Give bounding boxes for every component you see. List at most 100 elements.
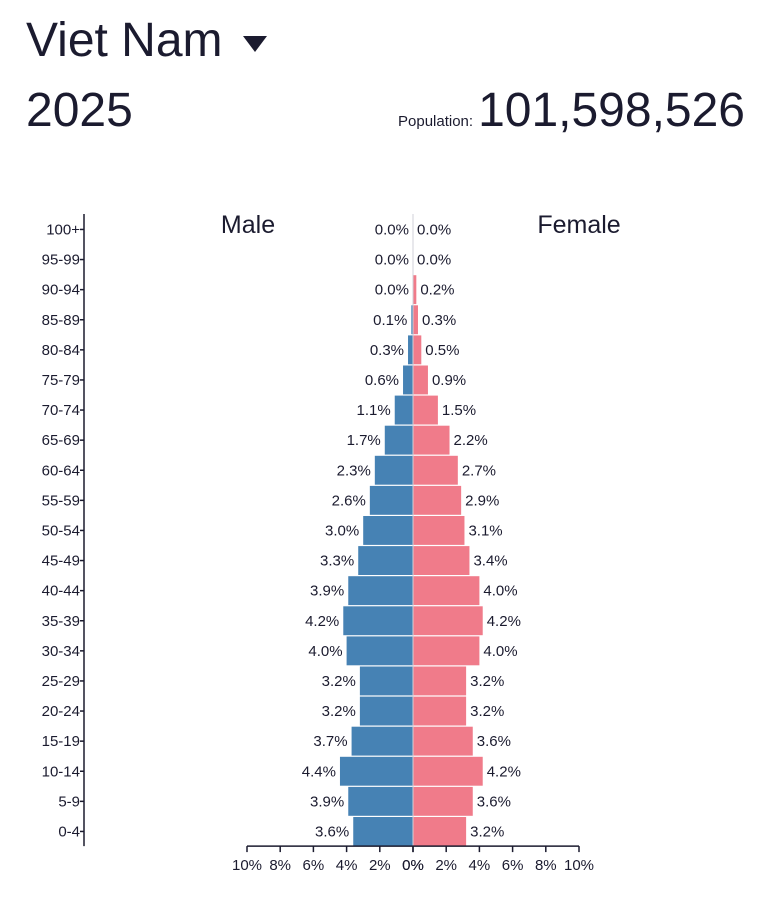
male-bar bbox=[394, 395, 413, 425]
age-group-label: 0-4 bbox=[58, 823, 80, 840]
male-value-label: 0.0% bbox=[375, 282, 409, 299]
male-bar bbox=[348, 576, 413, 606]
x-tick-label: 10% bbox=[564, 857, 594, 874]
x-tick-label: 6% bbox=[502, 857, 524, 874]
female-value-label: 3.1% bbox=[468, 522, 502, 539]
female-bar bbox=[413, 365, 428, 395]
population-display: Population: 101,598,526 bbox=[398, 82, 745, 140]
female-value-label: 3.6% bbox=[477, 733, 511, 750]
male-value-label: 3.7% bbox=[313, 733, 347, 750]
female-series-label: Female bbox=[537, 211, 620, 239]
female-value-label: 0.5% bbox=[425, 342, 459, 359]
male-bar bbox=[343, 606, 413, 636]
female-value-label: 3.4% bbox=[473, 553, 507, 570]
male-value-label: 3.9% bbox=[310, 793, 344, 810]
x-tick-label: 4% bbox=[469, 857, 491, 874]
age-group-label: 90-94 bbox=[42, 282, 80, 299]
female-value-label: 2.2% bbox=[454, 432, 488, 449]
male-bar bbox=[351, 726, 413, 756]
x-tick-label: 6% bbox=[303, 857, 325, 874]
male-bar bbox=[358, 546, 413, 575]
male-value-label: 0.1% bbox=[373, 312, 407, 329]
age-group-label: 25-29 bbox=[42, 673, 80, 690]
age-group-label: 65-69 bbox=[42, 432, 80, 449]
female-value-label: 3.2% bbox=[470, 823, 504, 840]
age-group-label: 80-84 bbox=[42, 342, 80, 359]
female-bar bbox=[413, 726, 473, 756]
male-value-label: 0.0% bbox=[375, 252, 409, 269]
male-value-label: 0.3% bbox=[370, 342, 404, 359]
male-value-label: 2.3% bbox=[337, 462, 371, 479]
male-bar bbox=[411, 305, 413, 335]
female-value-label: 2.7% bbox=[462, 462, 496, 479]
age-group-label: 75-79 bbox=[42, 372, 80, 389]
x-tick-label: 8% bbox=[535, 857, 557, 874]
female-value-label: 0.0% bbox=[417, 221, 451, 238]
age-group-label: 45-49 bbox=[42, 553, 80, 570]
x-tick-label: 8% bbox=[269, 857, 291, 874]
age-group-label: 35-39 bbox=[42, 613, 80, 630]
male-value-label: 4.2% bbox=[305, 613, 339, 630]
female-value-label: 0.2% bbox=[420, 282, 454, 299]
female-bar bbox=[413, 395, 438, 425]
caret-down-icon[interactable] bbox=[242, 36, 267, 52]
male-value-label: 3.0% bbox=[325, 522, 359, 539]
female-bar bbox=[413, 335, 422, 365]
male-bar bbox=[363, 516, 413, 545]
age-group-label: 60-64 bbox=[42, 462, 80, 479]
age-group-label: 85-89 bbox=[42, 312, 80, 329]
age-group-label: 70-74 bbox=[42, 402, 80, 419]
age-group-label: 5-9 bbox=[58, 793, 80, 810]
male-value-label: 4.4% bbox=[302, 763, 336, 780]
female-value-label: 4.0% bbox=[483, 643, 517, 660]
x-tick-label: 0% bbox=[402, 857, 424, 874]
x-tick-label: 2% bbox=[435, 857, 457, 874]
male-value-label: 3.2% bbox=[322, 673, 356, 690]
male-value-label: 0.0% bbox=[375, 221, 409, 238]
female-bar bbox=[413, 485, 462, 515]
male-series-label: Male bbox=[221, 211, 275, 239]
female-value-label: 4.0% bbox=[483, 583, 517, 600]
age-group-label: 20-24 bbox=[42, 703, 80, 720]
female-bar bbox=[413, 636, 480, 666]
male-bar bbox=[403, 365, 413, 395]
male-bar bbox=[359, 696, 413, 726]
female-bar bbox=[413, 576, 480, 606]
male-value-label: 2.6% bbox=[332, 492, 366, 509]
female-bar bbox=[413, 696, 467, 726]
male-bar bbox=[353, 817, 413, 846]
male-value-label: 1.1% bbox=[357, 402, 391, 419]
female-value-label: 3.6% bbox=[477, 793, 511, 810]
female-bar bbox=[413, 516, 465, 545]
female-bar bbox=[413, 455, 458, 485]
x-tick-label: 2% bbox=[369, 857, 391, 874]
male-value-label: 3.9% bbox=[310, 583, 344, 600]
male-bar bbox=[384, 425, 413, 455]
age-group-label: 30-34 bbox=[42, 643, 80, 660]
male-bar bbox=[374, 455, 413, 485]
female-bar bbox=[413, 756, 483, 786]
age-group-label: 95-99 bbox=[42, 252, 80, 269]
age-group-label: 10-14 bbox=[42, 763, 80, 780]
female-bar bbox=[413, 546, 470, 575]
female-value-label: 3.2% bbox=[470, 703, 504, 720]
female-value-label: 0.9% bbox=[432, 372, 466, 389]
female-bar bbox=[413, 606, 483, 636]
x-tick-label: 0% bbox=[402, 857, 424, 874]
population-label: Population: bbox=[398, 113, 474, 130]
male-bar bbox=[346, 636, 413, 666]
female-value-label: 4.2% bbox=[487, 613, 521, 630]
male-value-label: 4.0% bbox=[308, 643, 342, 660]
female-value-label: 0.0% bbox=[417, 252, 451, 269]
female-bar bbox=[413, 275, 417, 305]
age-group-label: 15-19 bbox=[42, 733, 80, 750]
age-group-label: 40-44 bbox=[42, 583, 80, 600]
male-bar bbox=[408, 335, 413, 365]
female-value-label: 1.5% bbox=[442, 402, 476, 419]
country-selector[interactable]: Viet Nam bbox=[26, 12, 267, 70]
male-bar bbox=[348, 786, 413, 816]
male-value-label: 1.7% bbox=[347, 432, 381, 449]
male-value-label: 3.6% bbox=[315, 823, 349, 840]
male-value-label: 3.2% bbox=[322, 703, 356, 720]
x-tick-label: 4% bbox=[336, 857, 358, 874]
